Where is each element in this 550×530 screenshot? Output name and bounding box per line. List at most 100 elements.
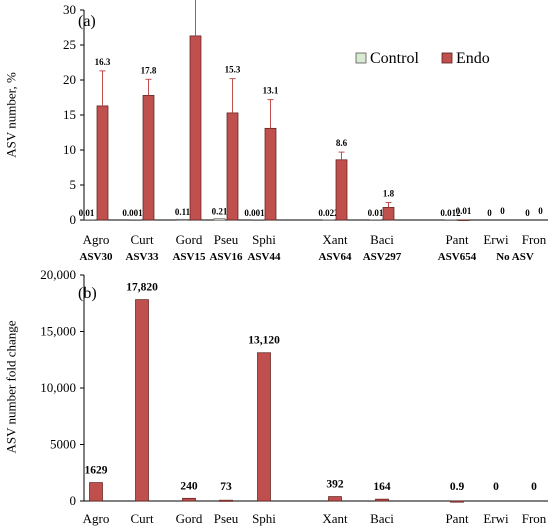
category-label-a: Xant (322, 232, 348, 247)
bar-fold-change (89, 482, 103, 502)
data-label-fold-change: 0 (493, 481, 499, 493)
bar-endo (457, 219, 470, 221)
bar-endo (382, 207, 395, 221)
bar-fold-change (450, 500, 464, 503)
data-label-control: 0.012 (440, 208, 461, 218)
data-label-control: 0.001 (122, 208, 143, 218)
legend-swatch-control (355, 52, 367, 64)
category-label-b: Erwi (483, 511, 509, 526)
category-label-b: Xant (322, 511, 348, 526)
asv-label: ASV16 (209, 251, 243, 263)
legend-label-endo: Endo (456, 50, 490, 67)
bar-control (444, 219, 457, 221)
data-label-endo: 8.6 (336, 138, 348, 148)
bar-control (83, 219, 96, 221)
y-tick-label-a: 20 (63, 72, 76, 87)
panel-label-a: (a) (78, 13, 96, 30)
asv-label: ASV44 (247, 251, 281, 263)
bar-fold-change (219, 499, 233, 502)
y-tick-label-b: 0 (70, 493, 77, 508)
category-label-a: Agro (83, 232, 110, 247)
bar-control (322, 219, 335, 221)
data-label-control: 0.022 (318, 208, 339, 218)
data-label-control: 0 (487, 208, 492, 218)
category-label-a: Fron (522, 232, 547, 247)
category-label-b: Curt (130, 511, 154, 526)
y-tick-label-a: 0 (70, 212, 77, 227)
bars-a: 0.0116.30.00117.80.1126.30.2115.30.00113… (79, 0, 543, 221)
bar-fold-change (328, 496, 342, 502)
asv-label: ASV64 (318, 251, 352, 263)
bar-endo (226, 112, 239, 221)
category-label-a: Pseu (214, 232, 239, 247)
category-label-b: Pant (445, 511, 469, 526)
y-tick-label-a: 10 (63, 142, 76, 157)
data-label-endo: 17.8 (141, 65, 157, 75)
legend-swatch-endo (441, 52, 453, 64)
category-label-a: Erwi (483, 232, 509, 247)
asv-label: ASV297 (363, 251, 402, 263)
category-label-b: Fron (522, 511, 547, 526)
bar-fold-change (135, 299, 149, 502)
y-tick-label-a: 5 (70, 177, 77, 192)
asv-label: ASV654 (438, 251, 477, 263)
bar-fold-change (375, 498, 389, 502)
y-axis-b: 0 5000 10,000 15,000 20,000 (40, 267, 548, 508)
bar-endo (142, 95, 155, 221)
data-label-control: 0.11 (175, 207, 191, 217)
data-label-endo: 13.1 (263, 86, 279, 96)
chart-panel-b: ASV number fold change (b) 0 5000 10,000 15… (4, 267, 548, 526)
data-label-fold-change: 392 (326, 479, 344, 491)
data-label-control: 0 (525, 208, 530, 218)
y-tick-label-a: 25 (63, 37, 76, 52)
category-label-a: Pant (445, 232, 469, 247)
data-label-fold-change: 164 (373, 481, 391, 493)
bar-endo (96, 105, 109, 221)
data-label-fold-change: 0 (531, 481, 537, 493)
asv-label: ASV15 (172, 251, 206, 263)
y-tick-label-a: 15 (63, 107, 76, 122)
x-axis-a: Agro Curt Gord Pseu Sphi Xant Baci Pant Erwi Fron… (79, 232, 546, 263)
category-label-b: Pseu (214, 511, 239, 526)
bar-control (251, 219, 264, 221)
category-label-b: Sphi (252, 511, 276, 526)
y-axis-label-b: ASV number fold change (4, 320, 19, 453)
category-label-a: Baci (370, 232, 394, 247)
data-label-fold-change: 13,120 (248, 335, 280, 347)
bar-fold-change (182, 497, 196, 502)
data-label-endo: 0.01 (456, 206, 472, 216)
bar-endo (335, 159, 348, 221)
data-label-endo: 1.8 (383, 189, 395, 199)
bar-control (176, 218, 189, 221)
data-label-endo: 16.3 (95, 57, 111, 67)
y-axis-a: 0 5 10 15 20 25 30 (63, 2, 548, 227)
category-label-b: Baci (370, 511, 394, 526)
data-label-control: 0.001 (244, 208, 265, 218)
bar-control (369, 219, 382, 221)
y-tick-label-b: 10,000 (40, 380, 76, 395)
data-label-fold-change: 240 (180, 480, 198, 492)
asv-label: No ASV (496, 251, 534, 263)
legend-a: Control Endo (355, 50, 490, 67)
legend-label-control: Control (370, 50, 419, 67)
data-label-control: 0.21 (212, 207, 228, 217)
y-tick-label-a: 30 (63, 2, 76, 17)
category-label-a: Curt (130, 232, 154, 247)
panel-label-b: (b) (78, 285, 97, 302)
bars-b: 1629 17,820 240 73 13,120 392 164 0.9 0 0 (85, 282, 537, 503)
bar-control (213, 218, 226, 221)
category-label-a: Sphi (252, 232, 276, 247)
category-label-b: Agro (83, 511, 110, 526)
y-tick-label-b: 5000 (50, 437, 76, 452)
data-label-fold-change: 0.9 (450, 481, 465, 493)
data-label-fold-change: 17,820 (126, 282, 158, 294)
bar-endo (264, 127, 277, 221)
data-label-endo: 0 (538, 206, 543, 216)
data-label-control: 0.01 (79, 208, 95, 218)
asv-label: ASV33 (125, 251, 159, 263)
data-label-endo: 0 (500, 206, 505, 216)
category-label-b: Gord (176, 511, 203, 526)
category-label-a: Gord (176, 232, 203, 247)
